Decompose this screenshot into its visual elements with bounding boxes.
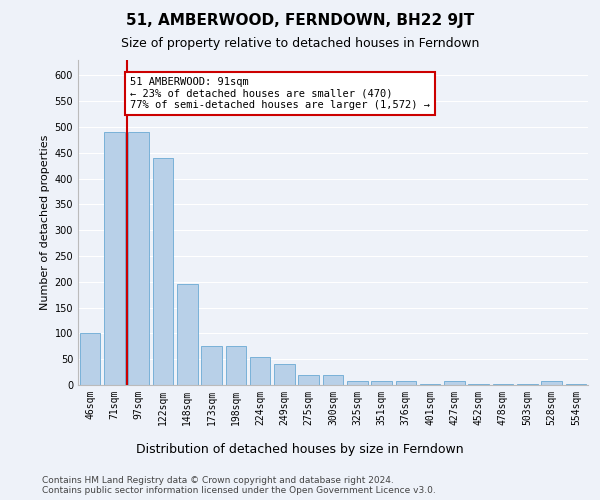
Text: 51, AMBERWOOD, FERNDOWN, BH22 9JT: 51, AMBERWOOD, FERNDOWN, BH22 9JT [126, 12, 474, 28]
Bar [128, 132, 149, 385]
Bar [250, 356, 271, 385]
Bar [274, 364, 295, 385]
Bar [152, 158, 173, 385]
Bar [177, 284, 197, 385]
Bar [104, 132, 125, 385]
Y-axis label: Number of detached properties: Number of detached properties [40, 135, 50, 310]
Bar [444, 381, 465, 385]
Bar [371, 381, 392, 385]
Bar [420, 384, 440, 385]
Text: Distribution of detached houses by size in Ferndown: Distribution of detached houses by size … [136, 442, 464, 456]
Bar [201, 346, 222, 385]
Bar [541, 381, 562, 385]
Bar [80, 334, 100, 385]
Text: Contains HM Land Registry data © Crown copyright and database right 2024.
Contai: Contains HM Land Registry data © Crown c… [42, 476, 436, 495]
Bar [347, 381, 368, 385]
Bar [517, 384, 538, 385]
Bar [566, 384, 586, 385]
Bar [493, 384, 514, 385]
Bar [323, 374, 343, 385]
Bar [395, 381, 416, 385]
Bar [298, 374, 319, 385]
Text: 51 AMBERWOOD: 91sqm
← 23% of detached houses are smaller (470)
77% of semi-detac: 51 AMBERWOOD: 91sqm ← 23% of detached ho… [130, 77, 430, 110]
Bar [226, 346, 246, 385]
Text: Size of property relative to detached houses in Ferndown: Size of property relative to detached ho… [121, 38, 479, 51]
Bar [469, 384, 489, 385]
